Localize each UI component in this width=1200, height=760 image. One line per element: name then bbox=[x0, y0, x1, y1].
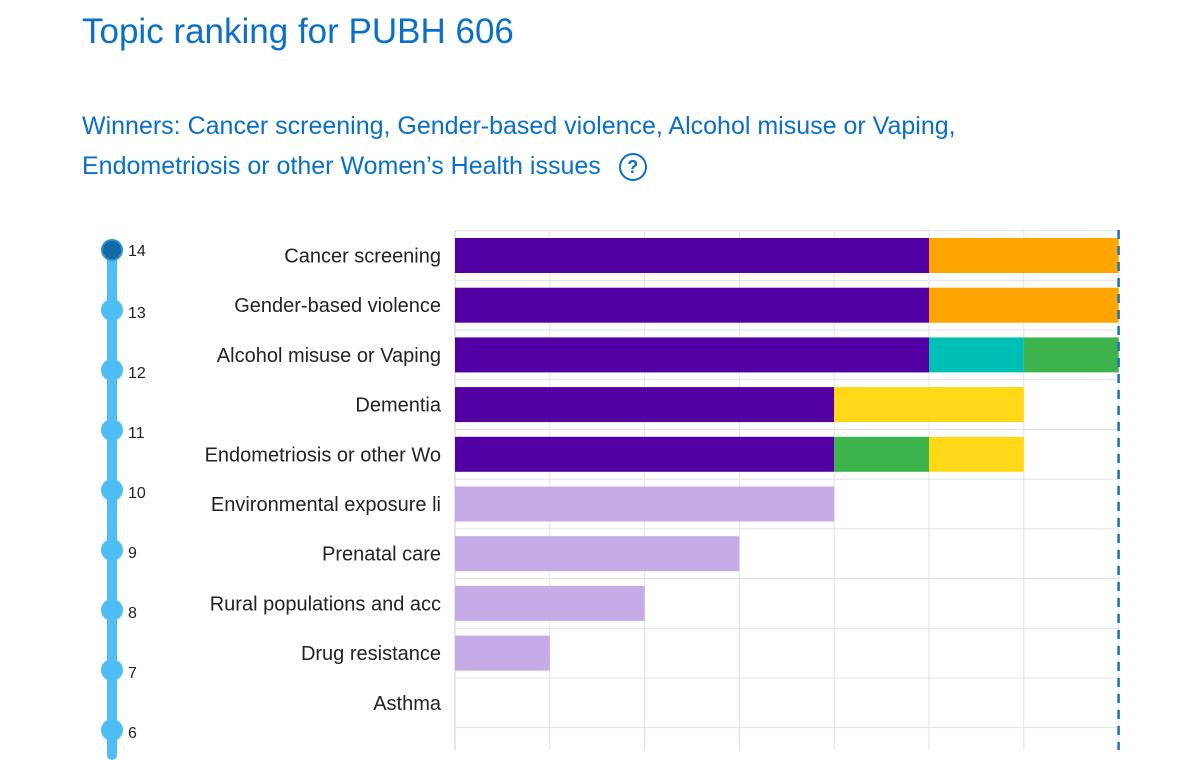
category-label: Alcohol misuse or Vaping bbox=[217, 345, 441, 367]
bar-segment-rank4 bbox=[834, 436, 929, 472]
rank-stop-12[interactable] bbox=[101, 359, 123, 381]
bar-segment-rank1 bbox=[455, 238, 929, 273]
rank-label-12: 12 bbox=[128, 365, 146, 382]
category-label: Asthma bbox=[373, 693, 442, 715]
bar-segment-rank3 bbox=[929, 337, 1024, 373]
bar-segment-eliminated bbox=[455, 585, 645, 621]
rank-stop-6[interactable] bbox=[101, 719, 123, 741]
help-icon[interactable]: ? bbox=[618, 153, 647, 181]
category-label: Endometriosis or other Wo bbox=[205, 444, 441, 466]
bar-segment-rank2 bbox=[929, 287, 1119, 323]
category-label: Gender-based violence bbox=[234, 295, 441, 317]
bar-segment-rank1 bbox=[455, 287, 929, 323]
rank-label-7: 7 bbox=[128, 665, 137, 682]
category-label: Cancer screening bbox=[284, 246, 441, 268]
rank-stop-8[interactable] bbox=[101, 599, 123, 621]
bar-segment-rank1 bbox=[455, 387, 835, 423]
bar-segment-rank5 bbox=[834, 387, 1024, 423]
bar-segment-rank5 bbox=[929, 436, 1024, 472]
rank-label-14: 14 bbox=[128, 243, 146, 260]
category-label: Dementia bbox=[355, 395, 441, 417]
bar-segment-eliminated bbox=[455, 486, 835, 522]
rank-stop-14[interactable] bbox=[101, 239, 123, 261]
bar-segment-rank4 bbox=[1023, 337, 1119, 373]
rank-label-13: 13 bbox=[128, 305, 146, 322]
page-title: Topic ranking for PUBH 606 bbox=[82, 12, 514, 51]
rank-label-6: 6 bbox=[128, 725, 137, 742]
category-label: Drug resistance bbox=[301, 643, 441, 665]
category-label: Rural populations and acc bbox=[210, 593, 441, 615]
category-label: Environmental exposure li bbox=[211, 494, 441, 516]
rank-stop-13[interactable] bbox=[101, 299, 123, 321]
rank-label-9: 9 bbox=[128, 545, 137, 562]
rank-label-10: 10 bbox=[128, 485, 146, 502]
bar-segment-eliminated bbox=[455, 635, 550, 671]
rank-label-11: 11 bbox=[128, 425, 145, 442]
bar-segment-rank1 bbox=[455, 436, 835, 472]
bar-segment-rank1 bbox=[455, 337, 929, 373]
rank-slider-track[interactable] bbox=[107, 250, 117, 760]
bar-segment-rank2 bbox=[929, 238, 1119, 273]
bar-segment-eliminated bbox=[455, 536, 740, 572]
rank-stop-10[interactable] bbox=[101, 479, 123, 501]
rank-label-8: 8 bbox=[128, 605, 137, 622]
winners-summary: Winners: Cancer screening, Gender-based … bbox=[82, 106, 1082, 186]
category-label: Prenatal care bbox=[322, 544, 441, 566]
rank-stop-7[interactable] bbox=[101, 659, 123, 681]
winners-text: Winners: Cancer screening, Gender-based … bbox=[82, 112, 956, 180]
rank-stop-9[interactable] bbox=[101, 539, 123, 561]
rank-stop-11[interactable] bbox=[101, 419, 123, 441]
